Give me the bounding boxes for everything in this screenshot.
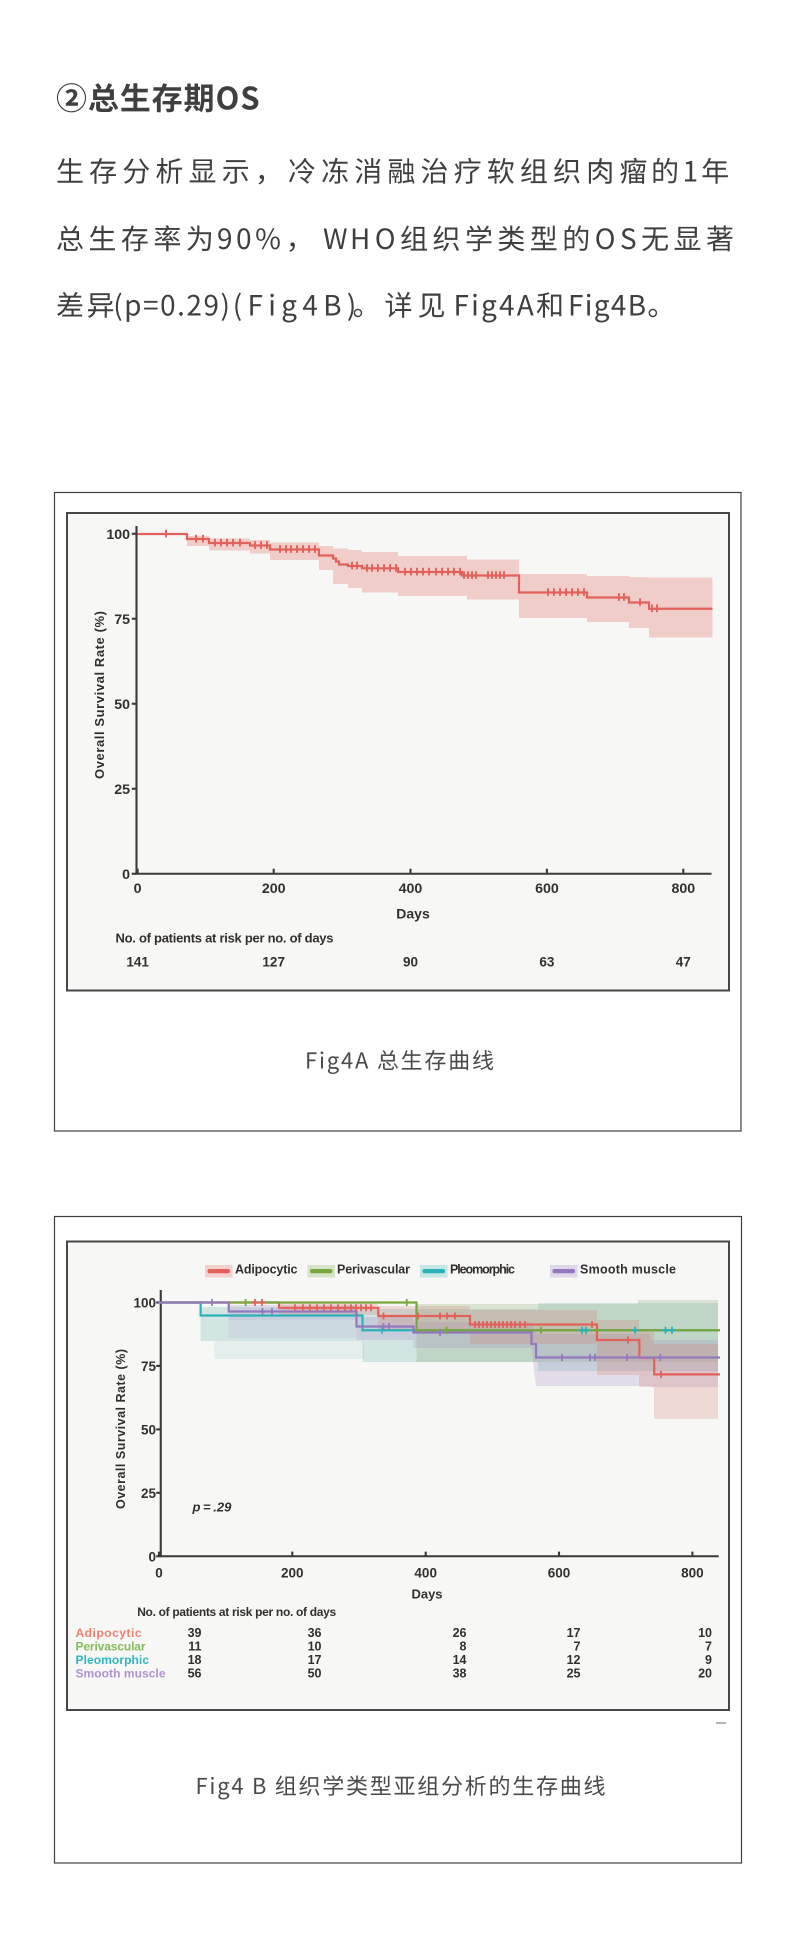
svg-text:Overall Survival Rate (%): Overall Survival Rate (%) — [114, 1349, 128, 1509]
svg-text:Perivascular: Perivascular — [76, 1640, 146, 1654]
svg-text:Adipocytic: Adipocytic — [76, 1626, 142, 1640]
svg-text:38: 38 — [453, 1667, 467, 1681]
svg-text:39: 39 — [188, 1626, 202, 1640]
svg-text:26: 26 — [453, 1626, 467, 1640]
svg-text:9: 9 — [705, 1653, 712, 1667]
svg-text:200: 200 — [281, 1566, 304, 1581]
svg-text:Smooth muscle: Smooth muscle — [580, 1263, 676, 1277]
svg-text:47: 47 — [676, 955, 691, 970]
svg-text:100: 100 — [106, 527, 130, 543]
svg-text:25: 25 — [141, 1486, 157, 1501]
svg-text:800: 800 — [671, 881, 695, 897]
svg-text:100: 100 — [133, 1296, 156, 1311]
svg-text:36: 36 — [308, 1626, 322, 1640]
svg-text:10: 10 — [308, 1640, 322, 1654]
svg-text:400: 400 — [399, 881, 423, 897]
svg-text:Pleomorphic: Pleomorphic — [76, 1653, 150, 1667]
svg-text:25: 25 — [114, 782, 130, 798]
svg-text:141: 141 — [126, 955, 149, 970]
svg-text:8: 8 — [460, 1640, 467, 1654]
svg-text:17: 17 — [567, 1626, 581, 1640]
svg-text:90: 90 — [403, 955, 418, 970]
svg-text:14: 14 — [453, 1653, 467, 1667]
svg-text:p = .29: p = .29 — [192, 1500, 233, 1515]
svg-text:127: 127 — [262, 955, 285, 970]
svg-text:0: 0 — [134, 881, 142, 897]
svg-text:Overall Survival Rate (%): Overall Survival Rate (%) — [92, 611, 107, 779]
svg-text:7: 7 — [574, 1640, 581, 1654]
svg-text:400: 400 — [414, 1566, 437, 1581]
svg-text:7: 7 — [705, 1640, 712, 1654]
svg-text:600: 600 — [535, 881, 559, 897]
svg-text:20: 20 — [698, 1667, 712, 1681]
svg-text:10: 10 — [698, 1626, 712, 1640]
svg-text:50: 50 — [308, 1667, 322, 1681]
svg-text:25: 25 — [567, 1667, 581, 1681]
svg-text:Smooth muscle: Smooth muscle — [76, 1667, 166, 1681]
svg-text:18: 18 — [188, 1653, 202, 1667]
svg-text:Days: Days — [411, 1587, 442, 1602]
svg-text:63: 63 — [539, 955, 555, 970]
svg-text:No. of patients at risk per no: No. of patients at risk per no. of days — [116, 931, 334, 946]
svg-text:75: 75 — [114, 612, 130, 628]
svg-text:56: 56 — [188, 1667, 202, 1681]
svg-text:75: 75 — [141, 1359, 157, 1374]
svg-text:12: 12 — [567, 1653, 581, 1667]
svg-text:Days: Days — [396, 906, 430, 922]
svg-text:Pleomorphic: Pleomorphic — [450, 1263, 515, 1277]
svg-text:Adipocytic: Adipocytic — [235, 1263, 298, 1277]
svg-text:600: 600 — [548, 1566, 571, 1581]
svg-text:800: 800 — [681, 1566, 704, 1581]
svg-text:No. of patients at risk per no: No. of patients at risk per no. of days — [137, 1605, 336, 1619]
svg-text:Perivascular: Perivascular — [337, 1263, 410, 1277]
svg-text:50: 50 — [141, 1423, 156, 1438]
svg-text:200: 200 — [262, 881, 286, 897]
svg-text:0: 0 — [122, 867, 130, 883]
svg-text:11: 11 — [188, 1640, 201, 1654]
svg-text:0: 0 — [148, 1549, 156, 1564]
svg-text:50: 50 — [114, 697, 130, 713]
svg-text:17: 17 — [308, 1653, 322, 1667]
svg-text:0: 0 — [155, 1566, 163, 1581]
